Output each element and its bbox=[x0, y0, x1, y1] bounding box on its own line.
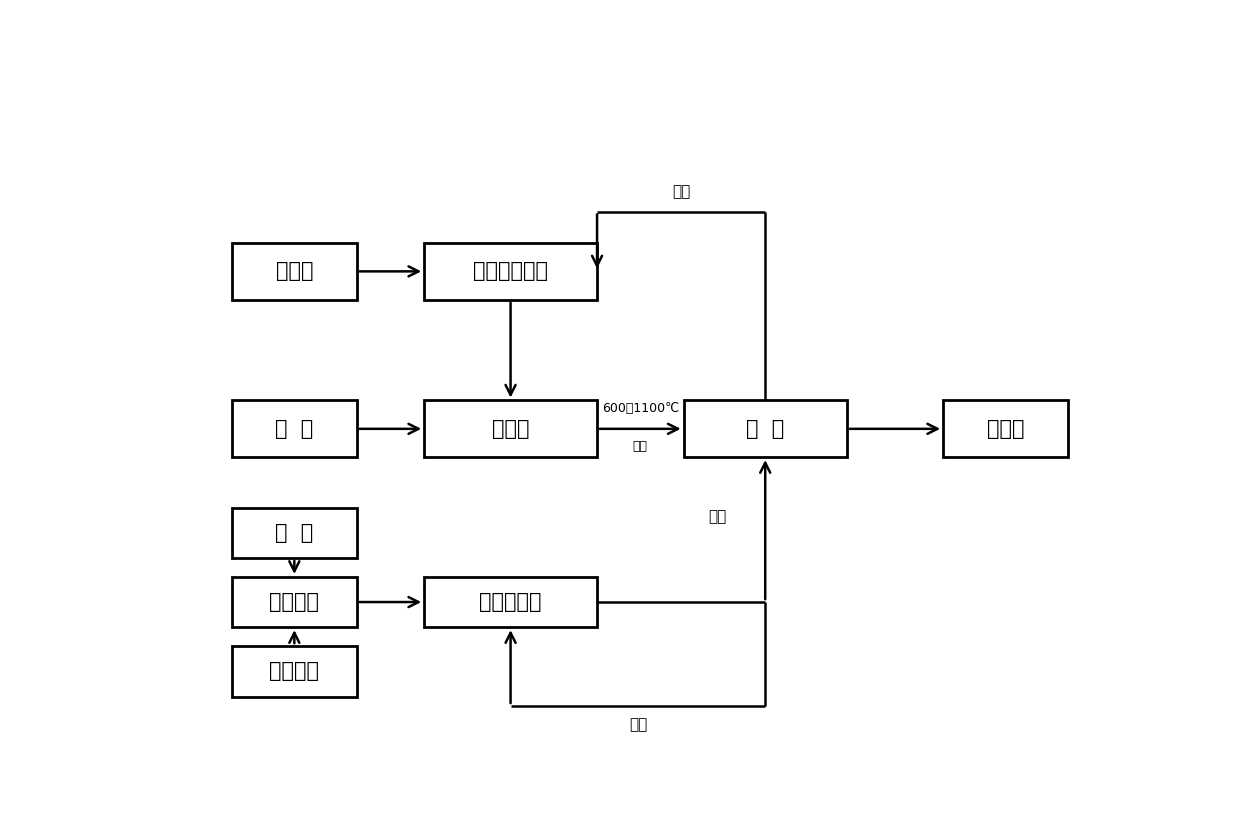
Bar bbox=[424, 243, 598, 299]
Text: 废油脂预燃窑: 废油脂预燃窑 bbox=[474, 262, 548, 281]
Bar bbox=[683, 401, 847, 457]
Text: 尾气: 尾气 bbox=[629, 717, 647, 732]
Bar bbox=[424, 401, 598, 457]
Bar bbox=[232, 577, 357, 627]
Bar bbox=[424, 577, 598, 627]
Text: 生化污泥: 生化污泥 bbox=[269, 661, 320, 681]
Text: 环保砖坯: 环保砖坯 bbox=[269, 592, 320, 612]
Text: 红  土: 红 土 bbox=[275, 523, 314, 543]
Bar bbox=[942, 401, 1068, 457]
Text: 入窑: 入窑 bbox=[708, 510, 727, 524]
Text: 环保砖: 环保砖 bbox=[987, 419, 1024, 438]
Bar bbox=[232, 243, 357, 299]
Bar bbox=[232, 507, 357, 558]
Bar bbox=[232, 646, 357, 697]
Text: 废油脂: 废油脂 bbox=[275, 262, 312, 281]
Text: 砖  窑: 砖 窑 bbox=[746, 419, 785, 438]
Text: 空  气: 空 气 bbox=[275, 419, 314, 438]
Text: 砖坯干燥间: 砖坯干燥间 bbox=[480, 592, 542, 612]
Bar bbox=[232, 401, 357, 457]
Text: 600～1100℃: 600～1100℃ bbox=[601, 402, 678, 415]
Text: 尾气: 尾气 bbox=[672, 184, 691, 199]
Text: 燃烧炉: 燃烧炉 bbox=[492, 419, 529, 438]
Text: 烟气: 烟气 bbox=[632, 440, 647, 453]
